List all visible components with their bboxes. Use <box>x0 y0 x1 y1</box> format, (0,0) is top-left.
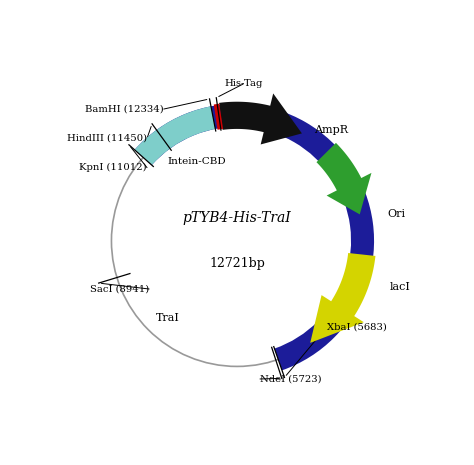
Polygon shape <box>310 253 375 343</box>
Text: NdeI (5723): NdeI (5723) <box>260 374 322 384</box>
Polygon shape <box>317 143 372 214</box>
Text: pTYB4-His-TraI: pTYB4-His-TraI <box>182 211 292 225</box>
Text: KpnI (11012): KpnI (11012) <box>80 163 147 172</box>
Text: TraI: TraI <box>156 313 180 323</box>
Text: BamHI (12334): BamHI (12334) <box>85 105 164 113</box>
Text: lacI: lacI <box>390 282 410 292</box>
Wedge shape <box>135 106 215 165</box>
Text: HindIII (11450): HindIII (11450) <box>67 134 147 143</box>
Text: AmpR: AmpR <box>314 125 348 135</box>
Wedge shape <box>135 104 374 370</box>
Text: Intein-CBD: Intein-CBD <box>168 157 227 166</box>
Text: XbaI (5683): XbaI (5683) <box>327 322 387 331</box>
Text: SacI (8941): SacI (8941) <box>90 285 149 293</box>
Text: His-Tag: His-Tag <box>224 80 263 88</box>
Polygon shape <box>219 93 302 145</box>
Text: Ori: Ori <box>388 209 406 219</box>
Text: 12721bp: 12721bp <box>209 258 265 270</box>
